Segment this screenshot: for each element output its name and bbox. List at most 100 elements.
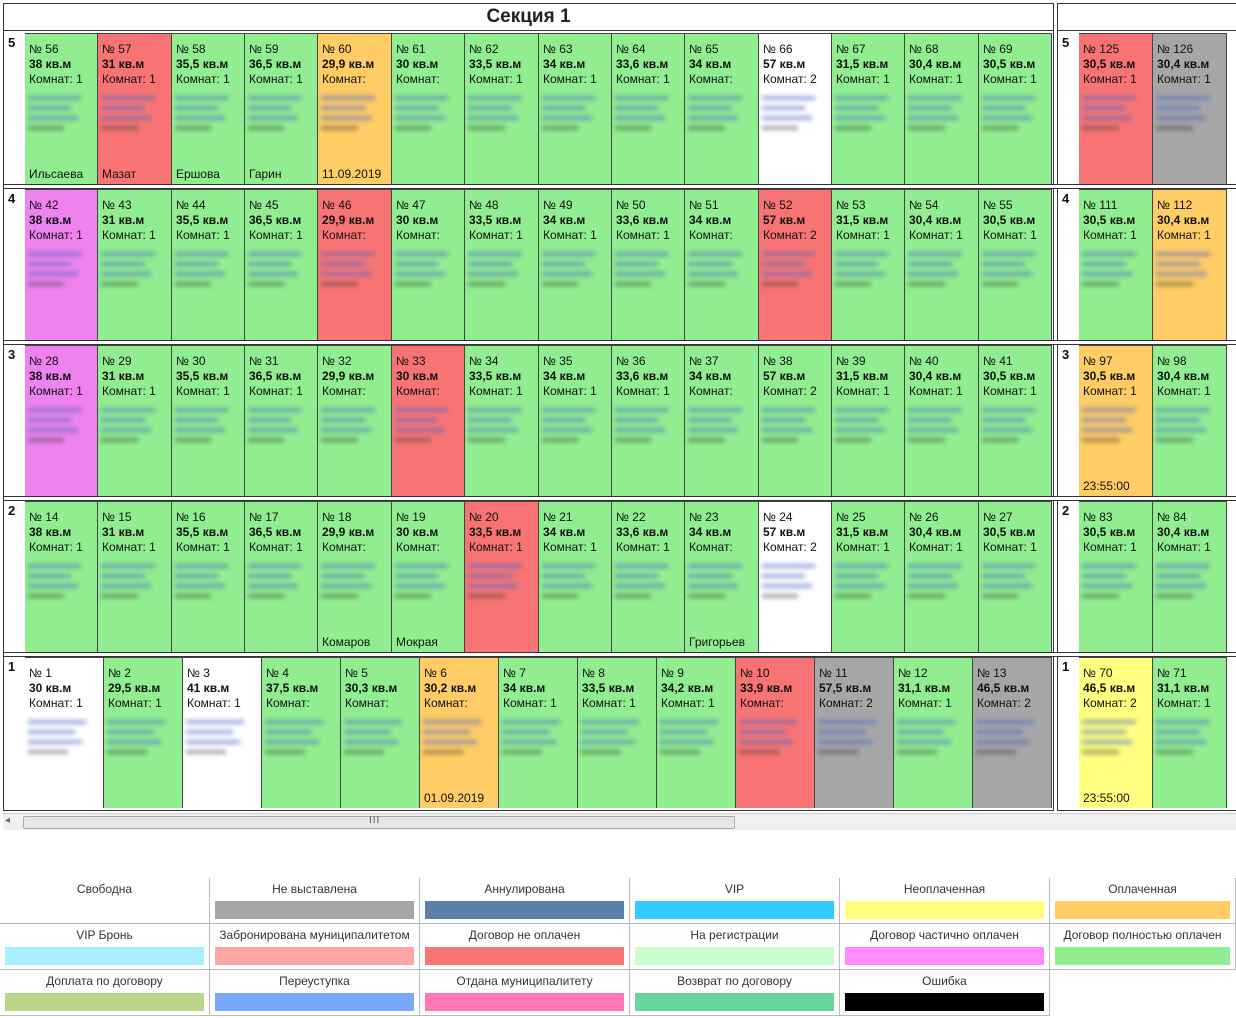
- apartment-cell[interactable]: № 23 34 кв.м Комнат: Григорьев: [685, 501, 759, 652]
- legend-swatch: [425, 947, 624, 965]
- apartment-cell[interactable]: № 62 33,5 кв.м Комнат: 1: [465, 33, 539, 184]
- apartment-cell[interactable]: № 50 33,6 кв.м Комнат: 1: [612, 189, 685, 340]
- apartment-cell[interactable]: № 21 34 кв.м Комнат: 1: [539, 501, 612, 652]
- apartment-cell[interactable]: № 36 33,6 кв.м Комнат: 1: [612, 345, 685, 496]
- apartment-cell[interactable]: № 45 36,5 кв.м Комнат: 1: [245, 189, 318, 340]
- apartment-cell[interactable]: № 3 41 кв.м Комнат: 1: [183, 657, 262, 808]
- apartment-area: 46,5 кв.м: [1083, 681, 1136, 695]
- apartment-cell[interactable]: № 29 31 кв.м Комнат: 1: [98, 345, 172, 496]
- apartment-cell[interactable]: № 71 31,1 кв.м Комнат: 1: [1153, 657, 1227, 808]
- apartment-cell[interactable]: № 111 30,5 кв.м Комнат: 1: [1079, 189, 1153, 340]
- apartment-cell[interactable]: № 51 34 кв.м Комнат:: [685, 189, 759, 340]
- scroll-thumb[interactable]: III: [23, 815, 735, 829]
- apartment-cell[interactable]: № 57 31 кв.м Комнат: 1 Мазат: [98, 33, 172, 184]
- scroll-left-arrow-icon[interactable]: ◂: [5, 815, 11, 826]
- apartment-cell[interactable]: № 24 57 кв.м Комнат: 2: [759, 501, 832, 652]
- apartment-cell[interactable]: № 34 33,5 кв.м Комнат: 1: [465, 345, 539, 496]
- horizontal-scrollbar[interactable]: ◂ III: [3, 813, 1236, 830]
- apartment-number: № 58: [176, 42, 206, 56]
- apartment-cell[interactable]: № 46 29,9 кв.м Комнат:: [318, 189, 392, 340]
- apartment-cell[interactable]: № 40 30,4 кв.м Комнат: 1: [905, 345, 979, 496]
- apartment-cell[interactable]: № 18 29,9 кв.м Комнат: Комаров: [318, 501, 392, 652]
- apartment-cell[interactable]: № 14 38 кв.м Комнат: 1: [25, 501, 98, 652]
- apartment-cell[interactable]: № 9 34,2 кв.м Комнат: 1: [657, 657, 736, 808]
- apartment-cell[interactable]: № 26 30,4 кв.м Комнат: 1: [905, 501, 979, 652]
- apartment-cell[interactable]: № 56 38 кв.м Комнат: 1 Ильсаева: [25, 33, 98, 184]
- apartment-cell[interactable]: № 25 31,5 кв.м Комнат: 1: [832, 501, 905, 652]
- apartment-cell[interactable]: № 28 38 кв.м Комнат: 1: [25, 345, 98, 496]
- apartment-cell[interactable]: № 1 30 кв.м Комнат: 1: [25, 657, 104, 808]
- apartment-cell[interactable]: № 13 46,5 кв.м Комнат: 2: [973, 657, 1052, 808]
- apartment-cell[interactable]: № 98 30,4 кв.м Комнат: 1: [1153, 345, 1227, 496]
- apartment-cell[interactable]: № 20 33,5 кв.м Комнат: 1: [465, 501, 539, 652]
- apartment-cell[interactable]: № 6 30,2 кв.м Комнат: 01.09.2019: [420, 657, 499, 808]
- apartment-cell[interactable]: № 53 31,5 кв.м Комнат: 1: [832, 189, 905, 340]
- redacted-owner-info: [101, 558, 168, 626]
- apartment-cell[interactable]: № 59 36,5 кв.м Комнат: 1 Гарин: [245, 33, 318, 184]
- apartment-cell[interactable]: № 8 33,5 кв.м Комнат: 1: [578, 657, 657, 808]
- apartment-cell[interactable]: № 4 37,5 кв.м Комнат:: [262, 657, 341, 808]
- apartment-cell[interactable]: № 27 30,5 кв.м Комнат: 1: [979, 501, 1052, 652]
- legend-item: Неоплаченная: [840, 878, 1050, 924]
- apartment-cell[interactable]: № 35 34 кв.м Комнат: 1: [539, 345, 612, 496]
- apartment-rooms: Комнат:: [396, 72, 440, 86]
- apartment-cell[interactable]: № 54 30,4 кв.м Комнат: 1: [905, 189, 979, 340]
- apartment-cell[interactable]: № 112 30,4 кв.м Комнат: 1: [1153, 189, 1227, 340]
- apartment-cell[interactable]: № 58 35,5 кв.м Комнат: 1 Ершова: [172, 33, 245, 184]
- apartment-cell[interactable]: № 16 35,5 кв.м Комнат: 1: [172, 501, 245, 652]
- apartment-number: № 12: [898, 666, 928, 680]
- legend-label: Переуступка: [279, 974, 350, 988]
- apartment-cell[interactable]: № 70 46,5 кв.м Комнат: 2 23:55:00: [1079, 657, 1153, 808]
- apartment-cell[interactable]: № 41 30,5 кв.м Комнат: 1: [979, 345, 1052, 496]
- apartment-rooms: Комнат: 1: [898, 696, 952, 710]
- apartment-cell[interactable]: № 61 30 кв.м Комнат:: [392, 33, 465, 184]
- apartment-cell[interactable]: № 22 33,6 кв.м Комнат: 1: [612, 501, 685, 652]
- apartment-cell[interactable]: № 43 31 кв.м Комнат: 1: [98, 189, 172, 340]
- apartment-cell[interactable]: № 66 57 кв.м Комнат: 2: [759, 33, 832, 184]
- apartment-cell[interactable]: № 5 30,3 кв.м Комнат:: [341, 657, 420, 808]
- apartment-cell[interactable]: № 49 34 кв.м Комнат: 1: [539, 189, 612, 340]
- apartment-cell[interactable]: № 63 34 кв.м Комнат: 1: [539, 33, 612, 184]
- apartment-rooms: Комнат: 1: [187, 696, 241, 710]
- apartment-cell[interactable]: № 125 30,5 кв.м Комнат: 1: [1079, 33, 1153, 184]
- apartment-area: 57,5 кв.м: [819, 681, 872, 695]
- apartment-cell[interactable]: № 55 30,5 кв.м Комнат: 1: [979, 189, 1052, 340]
- apartment-cell[interactable]: № 7 34 кв.м Комнат: 1: [499, 657, 578, 808]
- apartment-cell[interactable]: № 42 38 кв.м Комнат: 1: [25, 189, 98, 340]
- apartment-cell[interactable]: № 37 34 кв.м Комнат:: [685, 345, 759, 496]
- apartment-cell[interactable]: № 38 57 кв.м Комнат: 2: [759, 345, 832, 496]
- apartment-cell[interactable]: № 126 30,4 кв.м Комнат: 1: [1153, 33, 1227, 184]
- apartment-cell[interactable]: № 44 35,5 кв.м Комнат: 1: [172, 189, 245, 340]
- apartment-cell[interactable]: № 11 57,5 кв.м Комнат: 2: [815, 657, 894, 808]
- apartment-cell[interactable]: № 69 30,5 кв.м Комнат: 1: [979, 33, 1052, 184]
- apartment-cell[interactable]: № 68 30,4 кв.м Комнат: 1: [905, 33, 979, 184]
- apartment-cell[interactable]: № 97 30,5 кв.м Комнат: 1 23:55:00: [1079, 345, 1153, 496]
- apartment-rooms: Комнат: 1: [469, 72, 523, 86]
- apartment-cell[interactable]: № 65 34 кв.м Комнат:: [685, 33, 759, 184]
- apartment-cell[interactable]: № 15 31 кв.м Комнат: 1: [98, 501, 172, 652]
- apartment-cell[interactable]: № 19 30 кв.м Комнат: Мокрая: [392, 501, 465, 652]
- apartment-cell[interactable]: № 12 31,1 кв.м Комнат: 1: [894, 657, 973, 808]
- apartment-cell[interactable]: № 30 35,5 кв.м Комнат: 1: [172, 345, 245, 496]
- apartment-cell[interactable]: № 83 30,5 кв.м Комнат: 1: [1079, 501, 1153, 652]
- apartment-number: № 84: [1157, 510, 1187, 524]
- apartment-cell[interactable]: № 10 33,9 кв.м Комнат:: [736, 657, 815, 808]
- apartment-cell[interactable]: № 64 33,6 кв.м Комнат: 1: [612, 33, 685, 184]
- apartment-cell[interactable]: № 48 33,5 кв.м Комнат: 1: [465, 189, 539, 340]
- apartment-area: 34 кв.м: [543, 369, 586, 383]
- floor-number: 5: [8, 35, 16, 50]
- apartment-cell[interactable]: № 17 36,5 кв.м Комнат: 1: [245, 501, 318, 652]
- apartment-cell[interactable]: № 67 31,5 кв.м Комнат: 1: [832, 33, 905, 184]
- apartment-cell[interactable]: № 84 30,4 кв.м Комнат: 1: [1153, 501, 1227, 652]
- apartment-cell[interactable]: № 31 36,5 кв.м Комнат: 1: [245, 345, 318, 496]
- apartment-cell[interactable]: № 32 29,9 кв.м Комнат:: [318, 345, 392, 496]
- apartment-number: № 60: [322, 42, 352, 56]
- apartment-cell[interactable]: № 47 30 кв.м Комнат:: [392, 189, 465, 340]
- apartment-cell[interactable]: № 39 31,5 кв.м Комнат: 1: [832, 345, 905, 496]
- apartment-cell[interactable]: № 2 29,5 кв.м Комнат: 1: [104, 657, 183, 808]
- apartment-cell[interactable]: № 52 57 кв.м Комнат: 2: [759, 189, 832, 340]
- apartment-cell[interactable]: № 60 29,9 кв.м Комнат: 11.09.2019: [318, 33, 392, 184]
- apartment-rooms: Комнат: 1: [543, 540, 597, 554]
- legend-item: Отдана муниципалитету: [420, 970, 630, 1016]
- apartment-cell[interactable]: № 33 30 кв.м Комнат:: [392, 345, 465, 496]
